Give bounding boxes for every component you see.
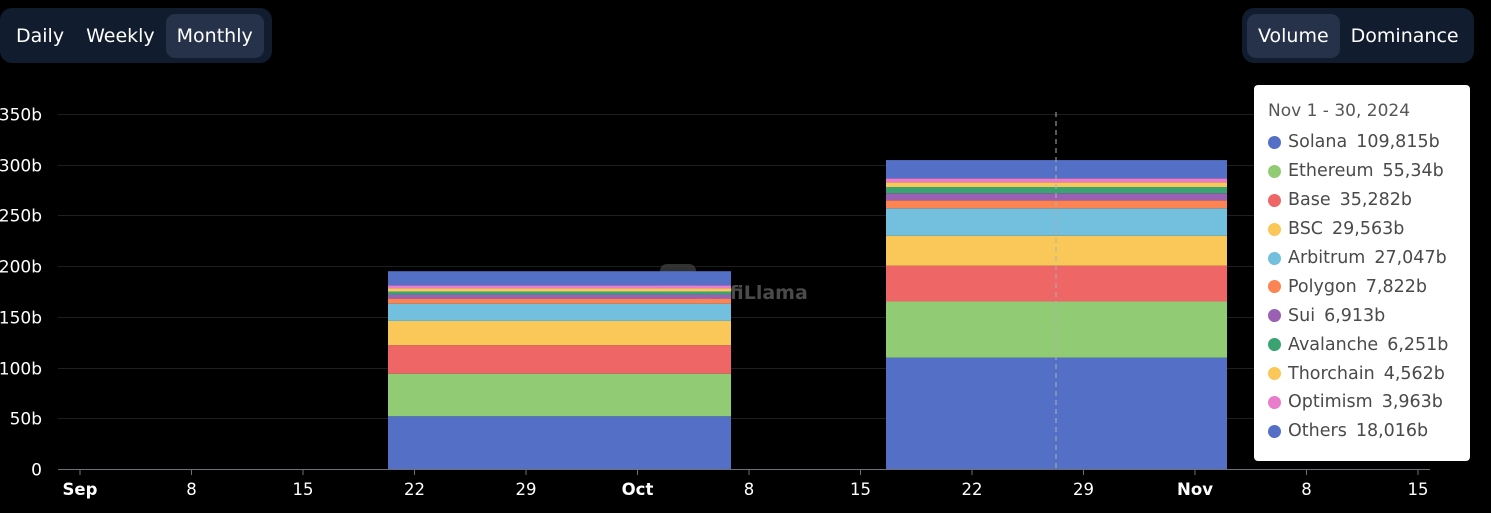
bars: [388, 160, 1227, 469]
tooltip-row: Solana 109,815b: [1268, 128, 1470, 157]
weekly-button[interactable]: Weekly: [86, 24, 155, 47]
tooltip-row: Sui 6,913b: [1268, 301, 1470, 330]
tooltip-series-value: 27,047b: [1374, 248, 1447, 268]
tooltip-series-value: 35,282b: [1339, 190, 1412, 211]
bar-segment[interactable]: [886, 186, 1227, 194]
x-tick-label: Oct: [622, 480, 654, 499]
tooltip-series-name: Solana: [1288, 132, 1348, 153]
x-tick-label: 15: [850, 480, 871, 499]
series-dot-icon: [1268, 135, 1281, 149]
bar-segment[interactable]: [388, 303, 731, 321]
tooltip-row: BSC 29,563b: [1268, 215, 1470, 244]
y-tick-label: 200b: [0, 258, 42, 278]
tooltip-series-value: 6,913b: [1324, 305, 1386, 326]
bar-segment[interactable]: [388, 288, 731, 292]
tooltip-row: Optimism 3,963b: [1268, 388, 1470, 417]
x-tick-label: 29: [1073, 480, 1094, 499]
y-tick-label: 350b: [0, 106, 42, 126]
x-tick-label: Sep: [63, 480, 98, 499]
y-tick-label: 50b: [10, 410, 42, 430]
tooltip-series-value: 109,815b: [1356, 132, 1440, 153]
grid-lines: [58, 114, 1430, 419]
series-dot-icon: [1268, 251, 1281, 265]
period-toggle: Daily Weekly Monthly: [0, 8, 272, 63]
y-tick-label: 250b: [0, 207, 42, 227]
bar-segment[interactable]: [388, 345, 731, 374]
tooltip-row: Thorchain 4,562b: [1268, 359, 1470, 388]
series-dot-icon: [1268, 193, 1281, 207]
bar-segment[interactable]: [388, 320, 731, 346]
tooltip-row: Base 35,282b: [1268, 186, 1470, 215]
bar-segment[interactable]: [388, 294, 731, 299]
y-tick-label: 100b: [0, 360, 42, 380]
tooltip-row: Polygon 7,822b: [1268, 272, 1470, 301]
tooltip-row: Others 18,016b: [1268, 417, 1470, 446]
tooltip-series-name: Arbitrum: [1288, 248, 1366, 268]
series-dot-icon: [1268, 164, 1281, 178]
tooltip-series-value: 7,822b: [1365, 276, 1427, 297]
tooltip-series-value: 6,251b: [1387, 334, 1449, 355]
series-dot-icon: [1268, 338, 1281, 352]
x-tick-label: 8: [744, 480, 755, 499]
bar-segment[interactable]: [388, 291, 731, 295]
tooltip-row: Avalanche 6,251b: [1268, 330, 1470, 359]
bar-segment[interactable]: [388, 298, 731, 304]
bar-segment[interactable]: [388, 271, 731, 286]
tooltip-row: Ethereum 55,34b: [1268, 157, 1470, 186]
series-dot-icon: [1268, 309, 1281, 323]
volume-button[interactable]: Volume: [1247, 13, 1340, 58]
bar-stack[interactable]: [388, 271, 731, 469]
mode-toggle: Volume Dominance: [1242, 8, 1474, 63]
tooltip-series-name: Avalanche: [1288, 334, 1379, 355]
y-axis-labels: 0 50b 100b 150b 200b 250b 300b 350b: [0, 106, 42, 481]
tooltip-title: Nov 1 - 30, 2024: [1268, 101, 1411, 121]
tooltip-series-value: 55,34b: [1382, 161, 1444, 182]
tooltip-series-name: Sui: [1288, 305, 1316, 326]
x-tick-label: 8: [1301, 480, 1312, 499]
daily-button[interactable]: Daily: [16, 24, 65, 47]
bar-segment[interactable]: [886, 178, 1227, 183]
series-dot-icon: [1268, 280, 1281, 294]
y-tick-label: 300b: [0, 157, 42, 177]
x-axis-labels: Sep8152229Oct8152229Nov81522: [63, 480, 1429, 499]
x-tick-label: 15: [293, 480, 314, 499]
x-tick-label: 22: [962, 480, 983, 499]
series-dot-icon: [1268, 424, 1281, 438]
series-dot-icon: [1268, 367, 1281, 381]
bar-segment[interactable]: [388, 285, 731, 289]
bar-segment[interactable]: [388, 416, 731, 469]
tooltip-series-value: 3,963b: [1381, 392, 1443, 413]
x-axis-ticks: [79, 470, 1419, 475]
y-tick-label: 0: [31, 461, 42, 481]
x-tick-label: 22: [404, 480, 425, 499]
tooltip-series-name: Optimism: [1288, 392, 1373, 413]
series-dot-icon: [1268, 395, 1281, 409]
tooltip-series-value: 29,563b: [1332, 219, 1405, 240]
x-tick-label: 8: [186, 480, 197, 499]
tooltip-series-name: BSC: [1288, 219, 1324, 240]
x-tick-label: 15: [1408, 480, 1429, 499]
x-tick-label: Nov: [1177, 480, 1213, 499]
chart-tooltip: Nov 1 - 30, 2024 Solana 109,815b Ethereu…: [1254, 85, 1470, 461]
tooltip-series-value: 18,016b: [1355, 421, 1429, 442]
tooltip-series-value: 4,562b: [1383, 363, 1445, 384]
tooltip-series-name: Base: [1288, 190, 1331, 211]
tooltip-row: Arbitrum 27,047b: [1268, 244, 1470, 273]
tooltip-series-name: Others: [1288, 421, 1347, 442]
tooltip-series-name: Ethereum: [1288, 161, 1374, 182]
series-dot-icon: [1268, 222, 1281, 236]
tooltip-series-name: Thorchain: [1288, 363, 1375, 384]
tooltip-series-name: Polygon: [1288, 276, 1357, 297]
bar-segment[interactable]: [388, 373, 731, 417]
x-tick-label: 29: [516, 480, 537, 499]
monthly-button[interactable]: Monthly: [165, 13, 264, 58]
y-tick-label: 150b: [0, 309, 42, 329]
dominance-button[interactable]: Dominance: [1350, 24, 1459, 47]
